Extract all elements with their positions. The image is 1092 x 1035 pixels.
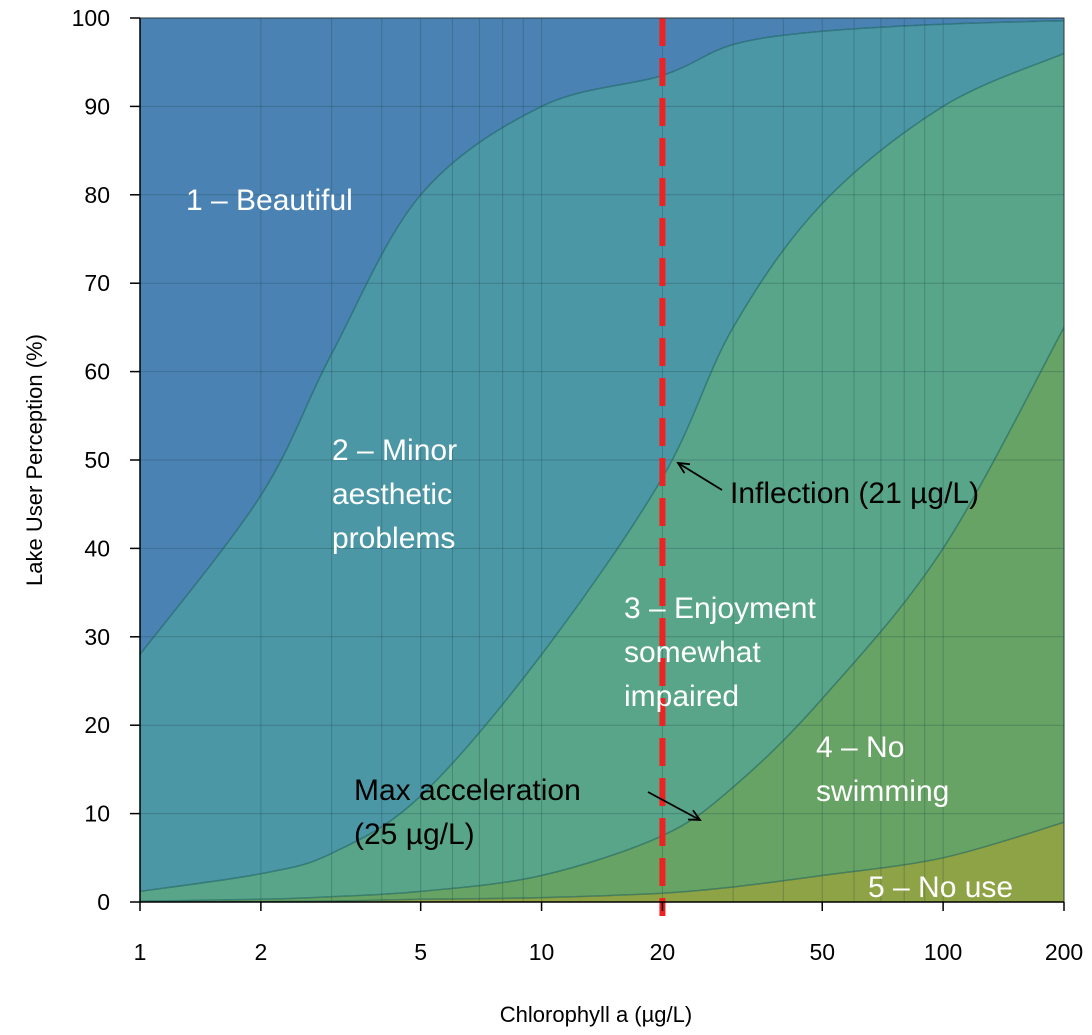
y-tick-label: 50 [84, 447, 110, 473]
boundary-curve-1 [140, 19, 1064, 655]
region-label-line: 5 – No use [868, 871, 1013, 904]
x-tick-label: 50 [809, 939, 835, 965]
region-1-label: 1 – Beautiful [186, 184, 353, 217]
annotation-1-arrow-line [677, 462, 723, 491]
region-5-area [140, 822, 1064, 902]
y-tick-label: 80 [84, 182, 110, 208]
annotation-label-line: Max acceleration [354, 774, 581, 807]
x-tick-label: 1 [134, 939, 147, 965]
x-tick-label: 20 [650, 939, 676, 965]
region-label-line: impaired [624, 680, 739, 713]
y-tick-label: 60 [84, 359, 110, 385]
y-axis-title: Lake User Perception (%) [22, 334, 47, 586]
y-tick-label: 30 [84, 624, 110, 650]
annotation-1-label: Inflection (21 µg/L) [730, 477, 979, 510]
y-tick-label: 10 [84, 801, 110, 827]
y-tick-label: 20 [84, 712, 110, 738]
region-3-label: 3 – Enjoyment somewhat impaired [624, 592, 816, 713]
x-tick-label: 2 [254, 939, 267, 965]
region-4-label: 4 – No swimming [816, 731, 949, 808]
annotation-label-line: (25 µg/L) [354, 818, 475, 851]
region-label-line: aesthetic [332, 478, 452, 511]
y-tick-label: 40 [84, 535, 110, 561]
region-label-line: somewhat [624, 636, 761, 669]
y-tick-label: 0 [97, 889, 110, 915]
x-tick-label: 200 [1045, 939, 1083, 965]
x-tick-label: 100 [924, 939, 962, 965]
region-label-line: 3 – Enjoyment [624, 592, 816, 625]
region-5-label: 5 – No use [868, 871, 1013, 904]
boundary-curve-3 [140, 327, 1064, 902]
region-label-line: problems [332, 522, 455, 555]
y-tick-label: 90 [84, 93, 110, 119]
region-label-line: 2 – Minor [332, 434, 457, 467]
annotation-2-arrow-line [647, 791, 701, 821]
region-4-area [140, 327, 1064, 902]
x-tick-label: 5 [414, 939, 427, 965]
annotation-label-line: Inflection (21 µg/L) [730, 477, 979, 510]
y-tick-label: 100 [72, 5, 110, 31]
x-axis-title: Chlorophyll a (µg/L) [500, 1002, 692, 1027]
x-tick-label: 10 [529, 939, 555, 965]
annotation-1-arrow-head [676, 461, 691, 474]
region-3-area [140, 53, 1064, 902]
annotation-2-label: Max acceleration (25 µg/L) [354, 774, 581, 851]
region-2-area [140, 20, 1064, 892]
boundary-curve-2 [140, 52, 1064, 893]
region-label-line: 1 – Beautiful [186, 184, 353, 217]
y-tick-label: 70 [84, 270, 110, 296]
region-label-line: 4 – No [816, 731, 904, 764]
region-1-area [140, 18, 1064, 655]
region-2-label: 2 – Minor aesthetic problems [332, 434, 457, 555]
annotation-2-arrow-head [687, 809, 702, 821]
region-label-line: swimming [816, 775, 949, 808]
